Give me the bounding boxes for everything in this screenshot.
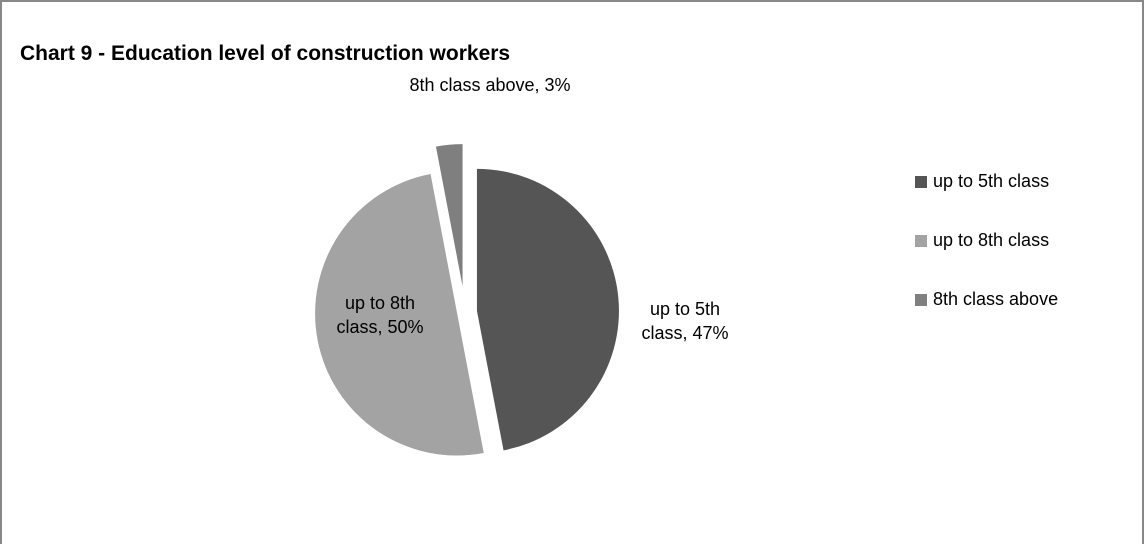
pie-slice (435, 144, 463, 287)
legend-swatch (915, 294, 927, 306)
legend-label: up to 8th class (933, 230, 1049, 250)
legend-label: 8th class above (933, 289, 1058, 309)
pie-slice (315, 174, 484, 456)
legend-label: up to 5th class (933, 171, 1049, 191)
pie-slice (476, 168, 619, 451)
legend-swatch (915, 176, 927, 188)
data-label: up to 8th class, 50% (336, 293, 423, 337)
data-label: 8th class above, 3% (409, 75, 570, 95)
chart-title: Chart 9 - Education level of constructio… (20, 42, 510, 65)
legend-swatch (915, 235, 927, 247)
data-label: up to 5th class, 47% (641, 299, 728, 343)
